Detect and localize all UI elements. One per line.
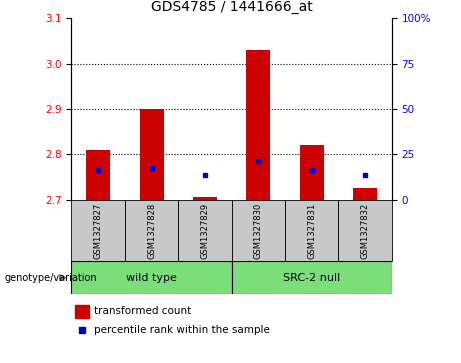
Bar [71, 261, 231, 294]
Bar [140, 109, 164, 200]
Bar [125, 200, 178, 261]
Bar [71, 200, 125, 261]
Text: wild type: wild type [126, 273, 177, 283]
Bar [300, 145, 324, 200]
Text: GSM1327828: GSM1327828 [147, 203, 156, 258]
Title: GDS4785 / 1441666_at: GDS4785 / 1441666_at [151, 0, 313, 15]
Bar [246, 50, 270, 200]
Bar [178, 200, 231, 261]
Bar [231, 200, 285, 261]
Bar [285, 200, 338, 261]
Bar [86, 150, 110, 200]
Bar [338, 200, 392, 261]
Bar [193, 197, 217, 200]
Text: GSM1327827: GSM1327827 [94, 203, 103, 258]
Bar [353, 188, 377, 200]
Bar [231, 261, 392, 294]
Text: genotype/variation: genotype/variation [5, 273, 97, 283]
Bar [75, 305, 89, 318]
Text: GSM1327832: GSM1327832 [361, 203, 370, 258]
Text: percentile rank within the sample: percentile rank within the sample [94, 325, 270, 335]
Text: SRC-2 null: SRC-2 null [283, 273, 340, 283]
Text: GSM1327831: GSM1327831 [307, 203, 316, 258]
Text: transformed count: transformed count [94, 306, 191, 317]
Text: GSM1327829: GSM1327829 [201, 203, 209, 258]
Text: GSM1327830: GSM1327830 [254, 203, 263, 258]
